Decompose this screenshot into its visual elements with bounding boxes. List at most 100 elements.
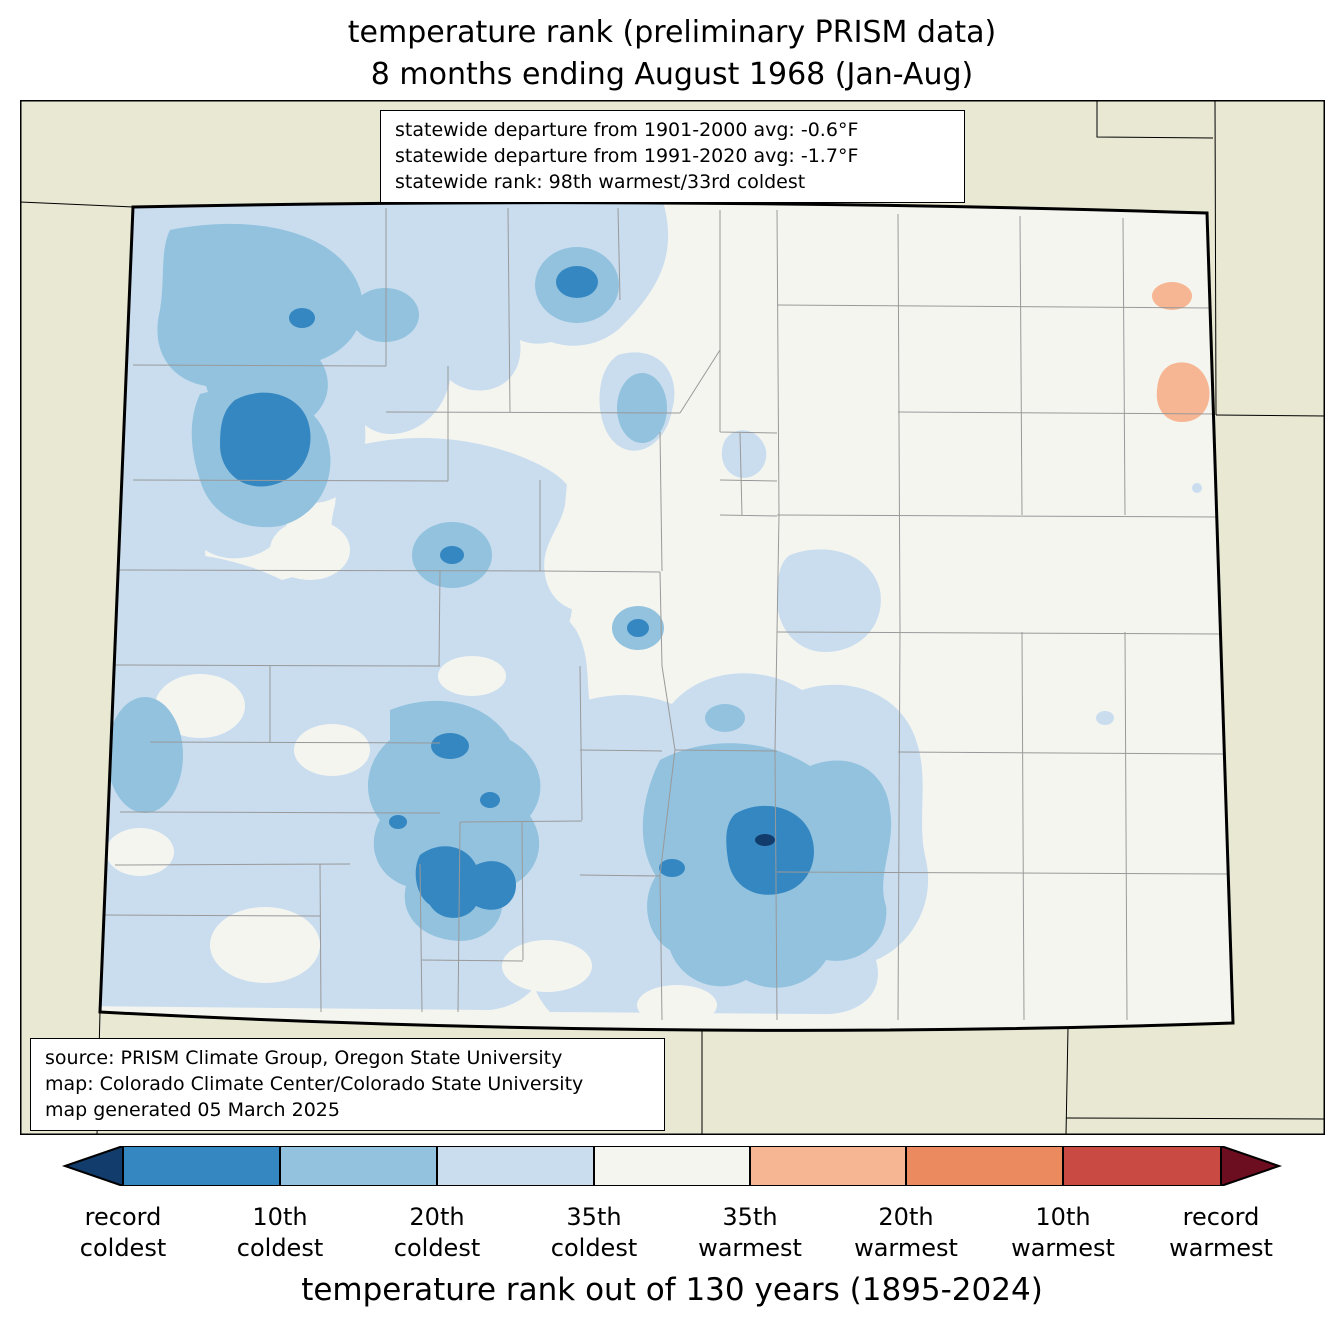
colorbar-segment-10th-warmest [1063, 1146, 1221, 1186]
contour-blob [726, 805, 814, 895]
label-top: 10th [1035, 1203, 1091, 1231]
contour-blob [431, 733, 469, 759]
state-line [1065, 1117, 1325, 1120]
rank-region-near-normal [106, 418, 756, 1025]
county-line [104, 208, 541, 1013]
state-line [20, 201, 134, 208]
contour-hole [438, 656, 506, 696]
contour-blob [107, 697, 183, 813]
colorbar-label-record-warmest: record warmest [1146, 1202, 1296, 1264]
county-borders [104, 207, 1230, 1021]
colorbar-segment-near-normal [594, 1146, 750, 1186]
colorbar-segment-20th-warmest [906, 1146, 1063, 1186]
contour-blob [1096, 711, 1114, 725]
state-line [1214, 100, 1217, 416]
contour-blob [220, 392, 311, 487]
county-line [385, 207, 778, 573]
contour-blob [415, 846, 516, 918]
colorbar-ticks [122, 1146, 1222, 1186]
county-line [674, 432, 778, 752]
colorbar-segment-20th-coldest [280, 1146, 437, 1186]
label-bottom: coldest [79, 1234, 167, 1262]
contour-blob [351, 288, 419, 342]
contour-blob [480, 792, 500, 808]
stats-line-2: statewide departure from 1991-2020 avg: … [395, 145, 859, 168]
label-top: record [1182, 1203, 1260, 1231]
title-line-1: temperature rank (preliminary PRISM data… [347, 15, 997, 50]
map-frame [20, 100, 1325, 1135]
label-top: 10th [252, 1203, 308, 1231]
label-top: record [84, 1203, 162, 1231]
contour-blob [755, 834, 775, 846]
contour-blob [1156, 362, 1210, 422]
contour-hole [637, 985, 717, 1025]
contour-blob [389, 815, 407, 829]
contour-blob [659, 859, 685, 877]
source-line-3: map generated 05 March 2025 [45, 1099, 340, 1122]
stats-line-1: statewide departure from 1901-2000 avg: … [395, 119, 859, 141]
colorbar-segment-35th-warmest [750, 1146, 906, 1186]
colorbar-segment-35th-coldest [437, 1146, 594, 1186]
figure-title: temperature rank (preliminary PRISM data… [0, 12, 1344, 96]
colorbar-arrow-record-warmest [1221, 1146, 1279, 1186]
contour-blob [627, 619, 649, 637]
label-bottom: coldest [236, 1234, 324, 1262]
source-line-2: map: Colorado Climate Center/Colorado St… [45, 1073, 584, 1096]
label-top: 20th [409, 1203, 465, 1231]
colorbar-label-10th-coldest: 10th coldest [205, 1202, 355, 1264]
colorbar-label-35th-coldest: 35th coldest [519, 1202, 669, 1264]
contour-blob [289, 308, 315, 328]
statewide-stats-box: statewide departure from 1901-2000 avg: … [380, 110, 965, 203]
colorado-interior [100, 202, 1233, 1031]
contour-hole [502, 940, 592, 992]
colorado-state-border [98, 201, 1235, 1032]
contour-hole [210, 907, 320, 983]
source-line-1: source: PRISM Climate Group, Oregon Stat… [45, 1047, 563, 1069]
colorbar-label-10th-warmest: 10th warmest [988, 1202, 1138, 1264]
colorbar-label-35th-warmest: 35th warmest [675, 1202, 825, 1264]
colorbar-arrow-record-coldest [65, 1146, 123, 1186]
colorbar-label-20th-coldest: 20th coldest [362, 1202, 512, 1264]
colorbar-labels: record coldest 10th coldest 20th coldest… [0, 1202, 1344, 1266]
stats-line-3: statewide rank: 98th warmest/33rd coldes… [395, 171, 806, 194]
source-attribution-box: source: PRISM Climate Group, Oregon Stat… [30, 1038, 665, 1131]
label-top: 35th [566, 1203, 622, 1231]
colorbar-label-record-coldest: record coldest [48, 1202, 198, 1264]
colorado-temperature-rank-map [20, 100, 1325, 1135]
contour-hole [270, 520, 350, 580]
label-bottom: coldest [393, 1234, 481, 1262]
contour-hole [294, 724, 370, 776]
colorbar [61, 1146, 1283, 1186]
map-area: statewide departure from 1901-2000 avg: … [20, 100, 1325, 1135]
label-bottom: warmest [698, 1234, 802, 1262]
rank-region-35th-warmest [1152, 282, 1210, 422]
contour-blob [556, 266, 598, 298]
state-line [1215, 414, 1325, 417]
contour-blob [705, 704, 745, 732]
colorbar-label-20th-warmest: 20th warmest [831, 1202, 981, 1264]
label-bottom: warmest [1011, 1234, 1115, 1262]
contour-blob [157, 223, 363, 431]
state-line [1065, 1027, 1069, 1135]
contour-blob [1192, 483, 1202, 493]
title-line-2: 8 months ending August 1968 (Jan-Aug) [370, 57, 974, 92]
colorbar-caption: temperature rank out of 130 years (1895-… [301, 1272, 1043, 1308]
contour-hole [106, 828, 174, 876]
label-bottom: warmest [854, 1234, 958, 1262]
state-line [1096, 100, 1214, 139]
label-bottom: warmest [1169, 1234, 1273, 1262]
contour-blob [617, 373, 667, 443]
colorbar-segment-10th-coldest [123, 1146, 280, 1186]
contour-blob [776, 549, 881, 652]
label-top: 35th [722, 1203, 778, 1231]
label-bottom: coldest [550, 1234, 638, 1262]
county-line [776, 304, 1230, 875]
contour-blob [440, 546, 464, 564]
contour-blob [721, 430, 767, 478]
contour-hole [544, 418, 756, 640]
rank-region-record-coldest [755, 834, 775, 846]
contour-hole [155, 674, 245, 738]
colorbar-outline [61, 1146, 1283, 1186]
label-top: 20th [878, 1203, 934, 1231]
